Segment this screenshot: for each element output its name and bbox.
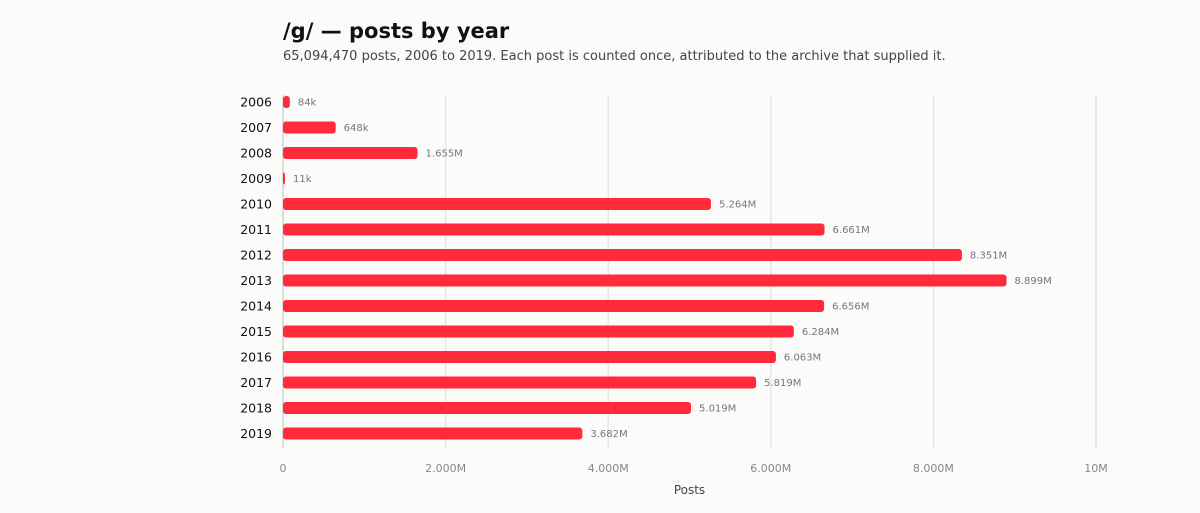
value-label: 6.284M [802,327,839,338]
labels: 0 2.000M 4.000M 6.000M 8.000M 10M 2006 84k 2007 6… [240,95,1108,476]
category-label: 2019 [240,426,272,441]
x-axis-label: Posts [674,483,705,497]
value-label: 5.819M [764,378,801,389]
category-label: 2017 [240,375,272,390]
bar-2018 [283,402,692,414]
bar-2019 [283,427,583,440]
value-label: 5.019M [699,404,736,415]
x-tick-label: 0 [280,462,287,475]
value-label: 6.656M [832,302,869,313]
category-label: 2016 [240,350,272,365]
x-tick-label: 2.000M [425,462,466,475]
chart-title: /g/ — posts by year [283,19,510,43]
value-label: 11k [293,174,312,185]
category-label: 2011 [240,222,272,237]
bars [283,96,1007,440]
value-label: 6.063M [784,353,821,364]
x-tick-label: 8.000M [913,462,954,475]
category-label: 2006 [240,95,272,110]
bar-2014 [283,300,825,312]
value-label: 8.351M [970,251,1007,262]
category-label: 2012 [240,248,272,263]
bar-2007 [283,121,336,134]
value-label: 8.899M [1014,276,1051,287]
bar-2010 [283,198,711,210]
category-label: 2008 [240,146,272,161]
x-tick-label: 10M [1084,462,1108,475]
bar-2015 [283,325,794,338]
category-label: 2018 [240,401,272,416]
value-label: 3.682M [590,429,627,440]
category-label: 2009 [240,171,272,186]
bar-2013 [283,274,1007,287]
value-label: 84k [298,98,317,109]
bar-2008 [283,147,418,159]
bar-2017 [283,376,757,389]
category-label: 2010 [240,197,272,212]
value-label: 648k [344,123,369,134]
x-tick-label: 4.000M [588,462,629,475]
value-label: 6.661M [833,225,870,236]
bar-2016 [283,351,776,363]
value-label: 5.264M [719,200,756,211]
x-tick-label: 6.000M [750,462,791,475]
bar-2009 [283,172,285,185]
category-label: 2007 [240,120,272,135]
chart-subtitle: 65,094,470 posts, 2006 to 2019. Each pos… [283,49,946,64]
bar-2012 [283,249,962,261]
value-label: 1.655M [426,149,463,160]
category-label: 2014 [240,299,272,314]
bar-2011 [283,223,825,236]
category-label: 2015 [240,324,272,339]
bar-2006 [283,96,290,108]
category-label: 2013 [240,273,272,288]
